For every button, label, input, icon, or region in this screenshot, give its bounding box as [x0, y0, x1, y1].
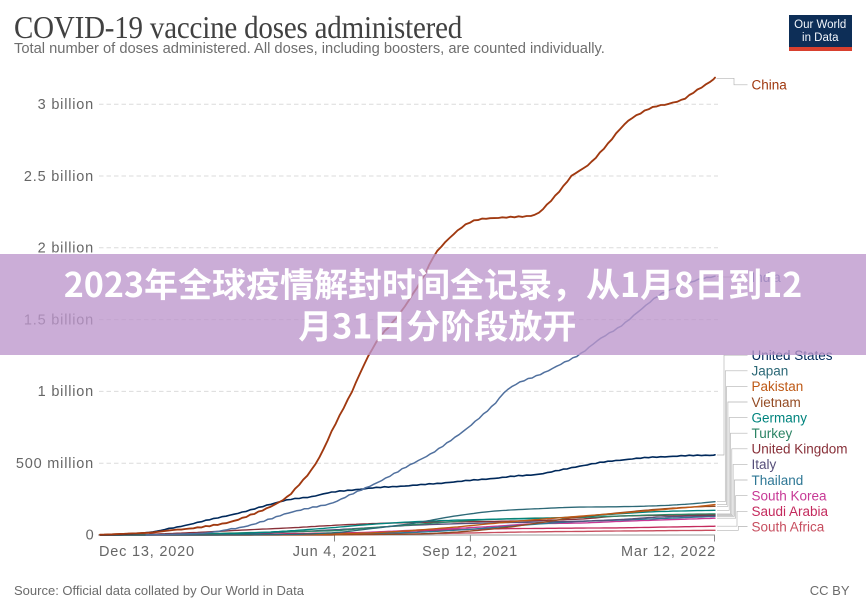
- svg-text:South Africa: South Africa: [752, 519, 825, 534]
- svg-text:Saudi Arabia: Saudi Arabia: [752, 504, 829, 519]
- svg-text:Italy: Italy: [752, 457, 777, 472]
- svg-text:Dec 13, 2020: Dec 13, 2020: [99, 544, 195, 560]
- svg-text:United Kingdom: United Kingdom: [752, 442, 848, 457]
- svg-text:2.5 billion: 2.5 billion: [24, 169, 94, 185]
- svg-text:Thailand: Thailand: [752, 473, 804, 488]
- svg-text:Pakistan: Pakistan: [752, 379, 804, 394]
- svg-text:Vietnam: Vietnam: [752, 395, 801, 410]
- svg-text:1 billion: 1 billion: [38, 384, 94, 400]
- svg-text:China: China: [752, 77, 788, 92]
- svg-text:Sep 12, 2021: Sep 12, 2021: [422, 544, 518, 560]
- svg-text:3 billion: 3 billion: [38, 97, 94, 113]
- svg-text:Jun 4, 2021: Jun 4, 2021: [293, 544, 378, 560]
- svg-text:Germany: Germany: [752, 410, 808, 425]
- svg-text:Japan: Japan: [752, 364, 789, 379]
- svg-text:South Korea: South Korea: [752, 488, 828, 503]
- svg-text:Turkey: Turkey: [752, 426, 793, 441]
- svg-text:0: 0: [86, 527, 95, 543]
- svg-text:2 billion: 2 billion: [38, 241, 94, 257]
- svg-text:Mar 12, 2022: Mar 12, 2022: [621, 544, 716, 560]
- svg-text:500 million: 500 million: [16, 456, 94, 472]
